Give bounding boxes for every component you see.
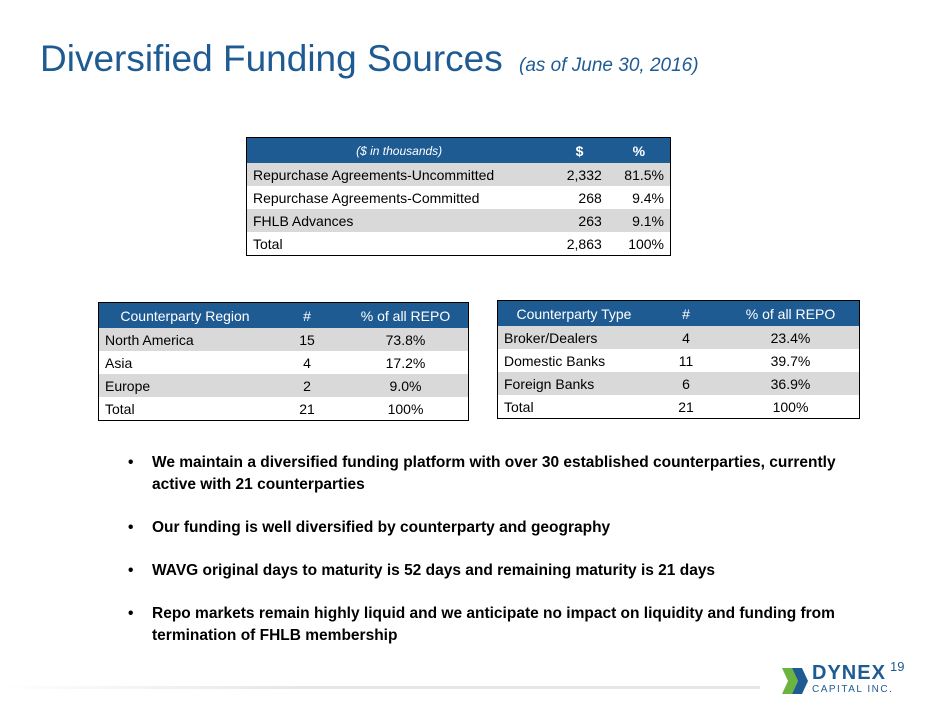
table-cell: 4 <box>303 354 311 371</box>
table-cell: Europe <box>98 374 271 397</box>
table-header-cell: % <box>607 137 671 163</box>
table-cell: 23.4% <box>722 326 860 349</box>
table-cell: 268 <box>578 189 602 206</box>
table-row: Repurchase Agreements-Uncommitted 2,332 … <box>246 163 671 186</box>
page-number: 19 <box>890 659 905 674</box>
table-cell: 4 <box>650 326 722 349</box>
table-cell: 100% <box>387 400 424 417</box>
table-cell: 2 <box>271 374 343 397</box>
table-row: North America 15 73.8% <box>98 328 469 351</box>
table-row: Total 2,863 100% <box>247 232 671 256</box>
table-row: Domestic Banks 11 39.7% <box>498 349 860 372</box>
bullet-text: Our funding is well diversified by count… <box>152 519 611 536</box>
table-row: Europe 2 9.0% <box>98 374 469 397</box>
table-row: Repurchase Agreements-Committed 268 9.4% <box>247 186 671 209</box>
table-cell: Foreign Banks <box>497 372 650 395</box>
table-row: Total 21 100% <box>99 397 469 421</box>
table-header-cell: % of all REPO <box>343 302 469 328</box>
table-row: Total 21 100% <box>498 395 860 419</box>
table-cell: North America <box>98 328 271 351</box>
funding-table: ($ in thousands) $ % Repurchase Agreemen… <box>246 137 671 256</box>
bullet-list: • We maintain a diversified funding plat… <box>128 452 878 668</box>
bullet-dot-icon: • <box>128 562 134 579</box>
table-cell: 2,332 <box>551 163 608 186</box>
title-main: Diversified Funding Sources <box>40 38 503 79</box>
page-title: Diversified Funding Sources (as of June … <box>40 38 699 80</box>
table-header-row: ($ in thousands) $ % <box>246 137 671 163</box>
table-cell: 15 <box>271 328 343 351</box>
bullet-dot-icon: • <box>128 454 134 471</box>
bullet-item: • We maintain a diversified funding plat… <box>128 452 878 496</box>
table-header-cell: # <box>271 302 343 328</box>
bullet-text: We maintain a diversified funding platfo… <box>152 454 836 493</box>
table-cell: Repurchase Agreements-Uncommitted <box>246 163 552 186</box>
table-header-cell: Counterparty Region <box>98 302 271 328</box>
table-cell: Asia <box>105 354 133 371</box>
bullet-dot-icon: • <box>128 605 134 622</box>
logo-name: DYNEX <box>812 662 886 684</box>
table-header-row: Counterparty Type # % of all REPO <box>497 300 860 326</box>
table-cell: 17.2% <box>385 354 426 371</box>
bullet-item: • WAVG original days to maturity is 52 d… <box>128 560 878 582</box>
table-header-cell: ($ in thousands) <box>246 137 552 163</box>
table-cell: 263 <box>551 209 608 232</box>
footer-divider <box>0 686 760 689</box>
table-cell: Repurchase Agreements-Committed <box>253 189 480 206</box>
title-subtitle: (as of June 30, 2016) <box>519 55 699 76</box>
table-cell: 9.0% <box>343 374 469 397</box>
table-cell: 39.7% <box>770 352 811 369</box>
table-cell: 73.8% <box>343 328 469 351</box>
table-cell: Total <box>504 398 534 415</box>
bullet-dot-icon: • <box>128 519 134 536</box>
table-header-cell: Counterparty Type <box>497 300 650 326</box>
table-cell: FHLB Advances <box>246 209 552 232</box>
table-cell: Total <box>105 400 135 417</box>
bullet-item: • Repo markets remain highly liquid and … <box>128 603 878 647</box>
table-cell: Domestic Banks <box>504 352 606 369</box>
type-table: Counterparty Type # % of all REPO Broker… <box>497 300 860 419</box>
table-cell: 21 <box>678 398 694 415</box>
company-logo: DYNEX CAPITAL INC. <box>780 662 894 698</box>
table-cell: 6 <box>650 372 722 395</box>
bullet-text: WAVG original days to maturity is 52 day… <box>152 562 716 579</box>
table-cell: Total <box>253 235 283 252</box>
table-cell: 21 <box>299 400 315 417</box>
table-header-cell: $ <box>551 137 608 163</box>
table-row: Broker/Dealers 4 23.4% <box>497 326 860 349</box>
region-table: Counterparty Region # % of all REPO Nort… <box>98 302 469 421</box>
bullet-item: • Our funding is well diversified by cou… <box>128 517 878 539</box>
table-cell: 9.4% <box>632 189 664 206</box>
table-cell: 36.9% <box>722 372 860 395</box>
table-cell: Broker/Dealers <box>497 326 650 349</box>
bullet-text: Repo markets remain highly liquid and we… <box>152 605 835 644</box>
table-cell: 11 <box>678 352 694 369</box>
table-cell: 100% <box>772 398 809 415</box>
table-header-cell: # <box>650 300 722 326</box>
table-cell: 81.5% <box>607 163 671 186</box>
dynex-mark-icon <box>782 668 808 694</box>
table-row: Foreign Banks 6 36.9% <box>497 372 860 395</box>
table-row: FHLB Advances 263 9.1% <box>246 209 671 232</box>
table-cell: 2,863 <box>566 235 602 252</box>
table-header-cell: % of all REPO <box>722 300 860 326</box>
table-header-row: Counterparty Region # % of all REPO <box>98 302 469 328</box>
logo-subtitle: CAPITAL INC. <box>812 684 894 695</box>
table-cell: 100% <box>628 235 664 252</box>
table-cell: 9.1% <box>607 209 671 232</box>
table-row: Asia 4 17.2% <box>99 351 469 374</box>
